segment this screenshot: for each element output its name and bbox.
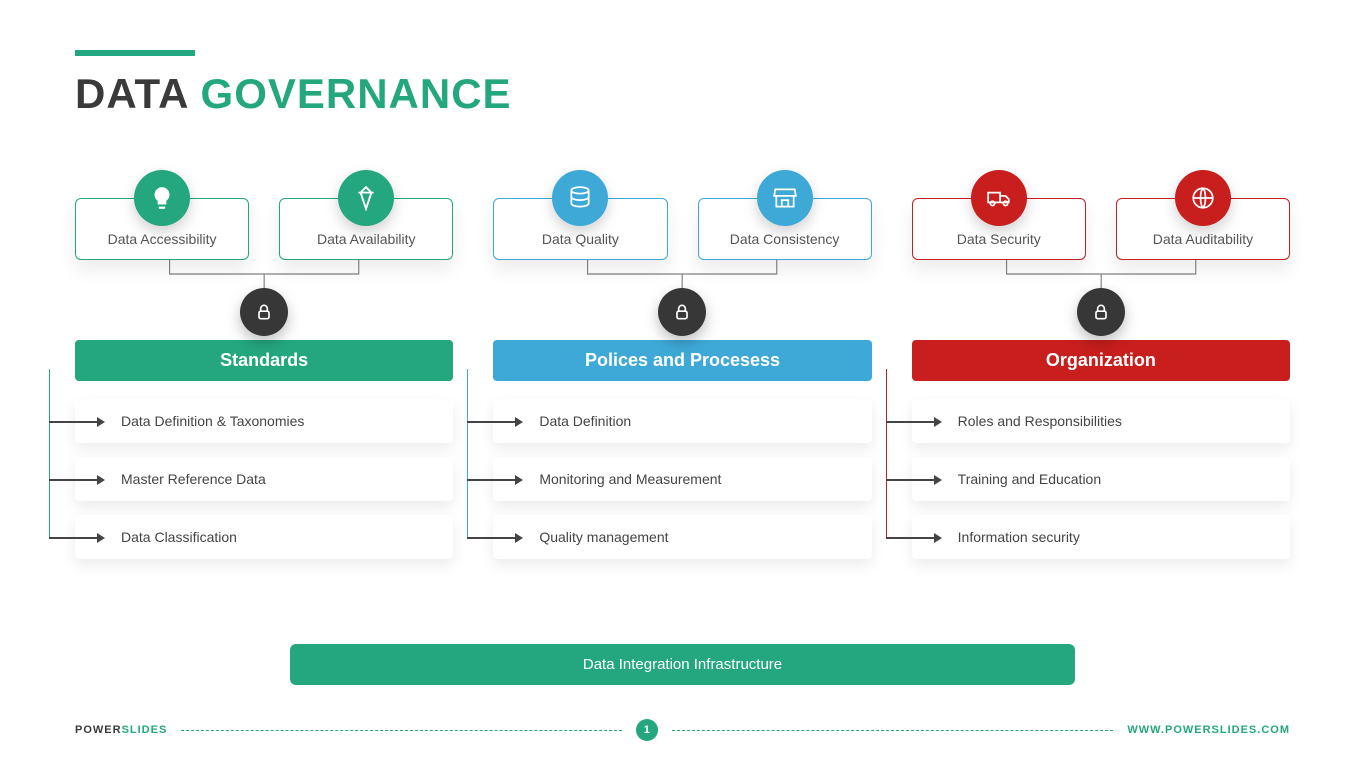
lock-icon <box>1077 288 1125 336</box>
list-item-label: Monitoring and Measurement <box>539 471 721 487</box>
pillar-policies: Polices and Procesess <box>493 340 871 381</box>
footer-brand: POWERSLIDES <box>75 724 167 736</box>
column-standards: Data Accessibility Data Availability Sta… <box>75 170 453 573</box>
globe-icon <box>1175 170 1231 226</box>
list-item: Data Classification <box>75 515 453 559</box>
list-item: Data Definition <box>493 399 871 443</box>
list-branch-line <box>49 369 75 537</box>
column-policies: Data Quality Data Consistency Polices an… <box>493 170 871 573</box>
columns-container: Data Accessibility Data Availability Sta… <box>75 170 1290 573</box>
list-item: Roles and Responsibilities <box>912 399 1290 443</box>
footer-dash-right <box>672 730 1113 731</box>
bottom-bar: Data Integration Infrastructure <box>290 644 1075 685</box>
list-branch-line <box>467 369 493 537</box>
truck-icon <box>971 170 1027 226</box>
list-item-label: Data Definition & Taxonomies <box>121 413 304 429</box>
lock-icon <box>658 288 706 336</box>
list-branch-line <box>886 369 912 537</box>
database-icon <box>552 170 608 226</box>
list-item: Quality management <box>493 515 871 559</box>
list-item: Data Definition & Taxonomies <box>75 399 453 443</box>
list-item-label: Training and Education <box>958 471 1101 487</box>
title-accent-bar <box>75 50 195 56</box>
footer-url: WWW.POWERSLIDES.COM <box>1127 724 1290 736</box>
lock-icon <box>240 288 288 336</box>
pillar-organization: Organization <box>912 340 1290 381</box>
store-icon <box>757 170 813 226</box>
footer-brand-dark: POWER <box>75 724 122 736</box>
list-item-label: Data Classification <box>121 529 237 545</box>
footer-dash-left <box>181 730 622 731</box>
diamond-icon <box>338 170 394 226</box>
list-item-label: Information security <box>958 529 1080 545</box>
title-word-1: DATA <box>75 70 188 117</box>
list-item: Monitoring and Measurement <box>493 457 871 501</box>
title-word-2: GOVERNANCE <box>201 70 512 117</box>
list-item-label: Master Reference Data <box>121 471 266 487</box>
footer-brand-accent: SLIDES <box>122 724 168 736</box>
list-item: Information security <box>912 515 1290 559</box>
list-item: Master Reference Data <box>75 457 453 501</box>
pillar-standards: Standards <box>75 340 453 381</box>
list-item-label: Quality management <box>539 529 668 545</box>
footer: POWERSLIDES 1 WWW.POWERSLIDES.COM <box>75 719 1290 741</box>
list-item: Training and Education <box>912 457 1290 501</box>
footer-page-number: 1 <box>636 719 658 741</box>
lightbulb-icon <box>134 170 190 226</box>
list-item-label: Data Definition <box>539 413 631 429</box>
column-organization: Data Security Data Auditability Organiza… <box>912 170 1290 573</box>
slide-title: DATA GOVERNANCE <box>75 50 512 118</box>
list-item-label: Roles and Responsibilities <box>958 413 1122 429</box>
